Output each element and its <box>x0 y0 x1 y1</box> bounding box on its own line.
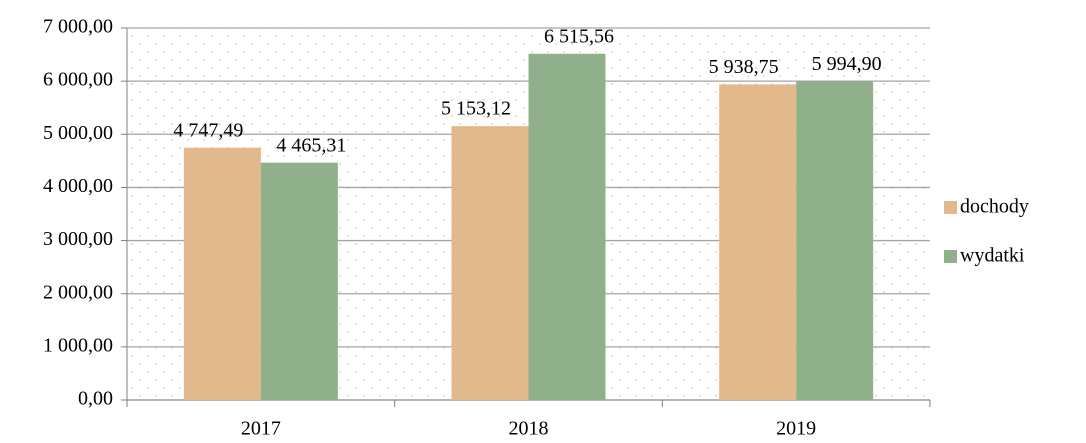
x-tick-label: 2017 <box>241 418 281 440</box>
value-label: 5 994,90 <box>812 53 882 75</box>
y-tick-label: 4 000,00 <box>43 175 113 197</box>
y-tick-label: 7 000,00 <box>43 16 113 38</box>
bar <box>260 162 338 400</box>
value-label: 5 938,75 <box>709 56 779 78</box>
bar <box>528 53 606 400</box>
y-tick-label: 0,00 <box>78 388 113 410</box>
bar <box>796 81 874 401</box>
value-label: 4 747,49 <box>173 119 243 141</box>
x-tick-label: 2019 <box>776 418 816 440</box>
y-tick-label: 6 000,00 <box>43 69 113 91</box>
y-tick-label: 5 000,00 <box>43 122 113 144</box>
bar <box>183 147 261 400</box>
x-tick-label: 2018 <box>509 418 549 440</box>
bar <box>451 126 529 400</box>
y-tick-label: 1 000,00 <box>43 334 113 356</box>
value-label: 5 153,12 <box>441 98 511 120</box>
value-label: 4 465,31 <box>276 134 346 156</box>
legend-label: wydatki <box>960 245 1025 267</box>
y-tick-label: 2 000,00 <box>43 281 113 303</box>
legend-label: dochody <box>960 196 1029 218</box>
legend-swatch <box>944 250 957 263</box>
legend-swatch <box>944 201 957 214</box>
bar <box>719 84 797 400</box>
y-tick-label: 3 000,00 <box>43 228 113 250</box>
value-label: 6 515,56 <box>544 25 614 47</box>
